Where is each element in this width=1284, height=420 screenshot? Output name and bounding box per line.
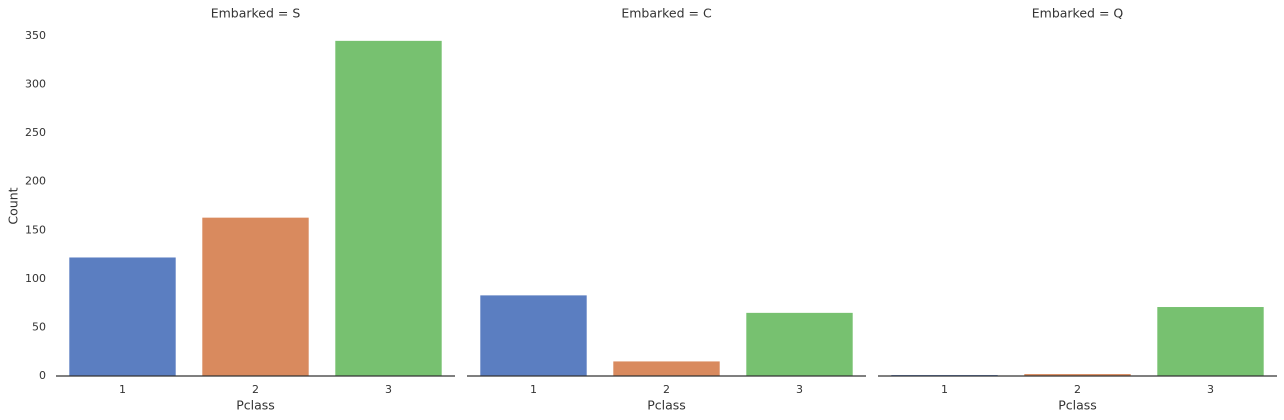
bar	[335, 40, 442, 376]
facet-title: Embarked = C	[621, 6, 712, 21]
bar	[1024, 374, 1131, 376]
x-tick-label: 2	[252, 383, 259, 396]
y-tick-label: 50	[32, 320, 46, 333]
y-tick-label: 0	[39, 369, 46, 382]
x-tick-label: 1	[941, 383, 948, 396]
x-tick-label: 2	[1074, 383, 1081, 396]
y-tick-label: 150	[25, 223, 46, 236]
x-axis-label: Pclass	[1058, 398, 1097, 413]
facet-title: Embarked = S	[211, 6, 301, 21]
y-tick-label: 350	[25, 29, 46, 42]
x-tick-label: 1	[530, 383, 537, 396]
bar	[480, 295, 587, 376]
y-tick-label: 100	[25, 272, 46, 285]
bar	[746, 312, 853, 376]
x-tick-label: 3	[796, 383, 803, 396]
x-tick-label: 2	[663, 383, 670, 396]
y-tick-label: 200	[25, 175, 46, 188]
x-axis-label: Pclass	[236, 398, 275, 413]
x-tick-label: 3	[385, 383, 392, 396]
bar	[69, 257, 176, 376]
y-tick-label: 300	[25, 78, 46, 91]
bar	[1157, 307, 1264, 376]
y-axis-label: Count	[6, 187, 21, 224]
x-tick-label: 3	[1207, 383, 1214, 396]
x-axis-label: Pclass	[647, 398, 686, 413]
facet-title: Embarked = Q	[1032, 6, 1124, 21]
bar	[613, 361, 720, 376]
x-tick-label: 1	[119, 383, 126, 396]
bar	[202, 217, 309, 376]
y-tick-label: 250	[25, 126, 46, 139]
